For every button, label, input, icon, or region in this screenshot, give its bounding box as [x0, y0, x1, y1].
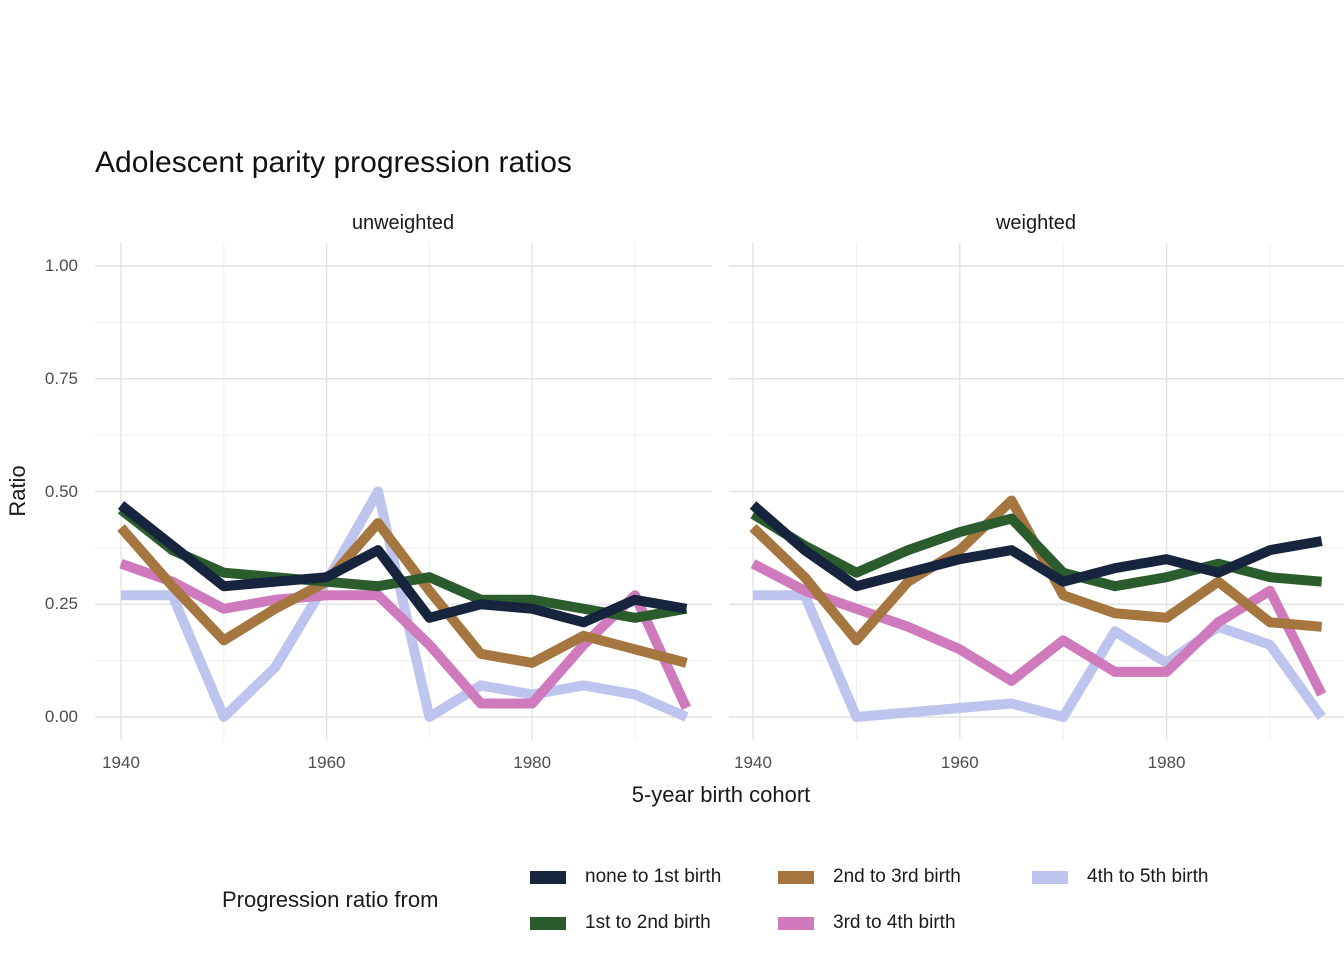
legend-swatch-1st-to-2nd-birth: [530, 916, 566, 930]
legend-label-4th-to-5th-birth: 4th to 5th birth: [1087, 866, 1209, 887]
facet-label-weighted: weighted: [995, 212, 1077, 234]
legend-swatch-3rd-to-4th-birth: [778, 916, 814, 930]
x-axis-tick-label: 1960: [307, 753, 346, 772]
legend-item-3rd-to-4th-birth: 3rd to 4th birth: [778, 912, 956, 934]
legend-label-none-to-1st-birth: none to 1st birth: [585, 866, 722, 887]
y-axis-tick-label: 1.00: [44, 256, 78, 275]
x-axis-tick-label: 1940: [102, 753, 140, 772]
x-axis-tick-label: 1960: [940, 753, 979, 772]
series-line-none-to-1st-birth: [117, 501, 688, 628]
legend-label-1st-to-2nd-birth: 1st to 2nd birth: [585, 912, 711, 933]
series-line-3rd-to-4th-birth: [750, 559, 1327, 697]
y-axis-tick-label: 0.25: [44, 594, 78, 614]
legend-swatch-4th-to-5th-birth: [1032, 870, 1068, 884]
line-chart-panel-weighted: [729, 243, 1344, 740]
series-line-4th-to-5th-birth: [753, 590, 1326, 722]
legend-item-none-to-1st-birth: none to 1st birth: [530, 866, 721, 888]
legend-item-1st-to-2nd-birth: 1st to 2nd birth: [530, 912, 711, 934]
x-axis-title: 5-year birth cohort: [631, 782, 811, 807]
x-axis-tick-label: 1980: [513, 753, 552, 772]
y-axis-tick-label: 0.00: [44, 707, 78, 726]
facet-label-unweighted: unweighted: [351, 212, 455, 234]
legend-swatch-2nd-to-3rd-birth: [778, 870, 814, 884]
page-title: Adolescent parity progression ratios: [95, 146, 572, 179]
legend-item-2nd-to-3rd-birth: 2nd to 3rd birth: [778, 866, 961, 888]
legend-swatch-none-to-1st-birth: [530, 870, 566, 884]
legend-title: Progression ratio from: [222, 887, 439, 912]
legend-item-4th-to-5th-birth: 4th to 5th birth: [1032, 866, 1208, 888]
series-line-none-to-1st-birth: [749, 501, 1323, 592]
legend-label-2nd-to-3rd-birth: 2nd to 3rd birth: [833, 866, 961, 887]
legend-label-3rd-to-4th-birth: 3rd to 4th birth: [833, 912, 956, 933]
series-line-4th-to-5th-birth: [121, 486, 689, 722]
y-axis-tick-label: 0.50: [44, 481, 78, 501]
line-chart-panel-unweighted: [95, 243, 712, 740]
x-axis-tick-label: 1940: [734, 753, 772, 772]
series-line-2nd-to-3rd-birth: [117, 518, 688, 668]
x-axis-tick-label: 1980: [1147, 753, 1186, 772]
y-axis-tick-label: 0.75: [44, 368, 78, 388]
